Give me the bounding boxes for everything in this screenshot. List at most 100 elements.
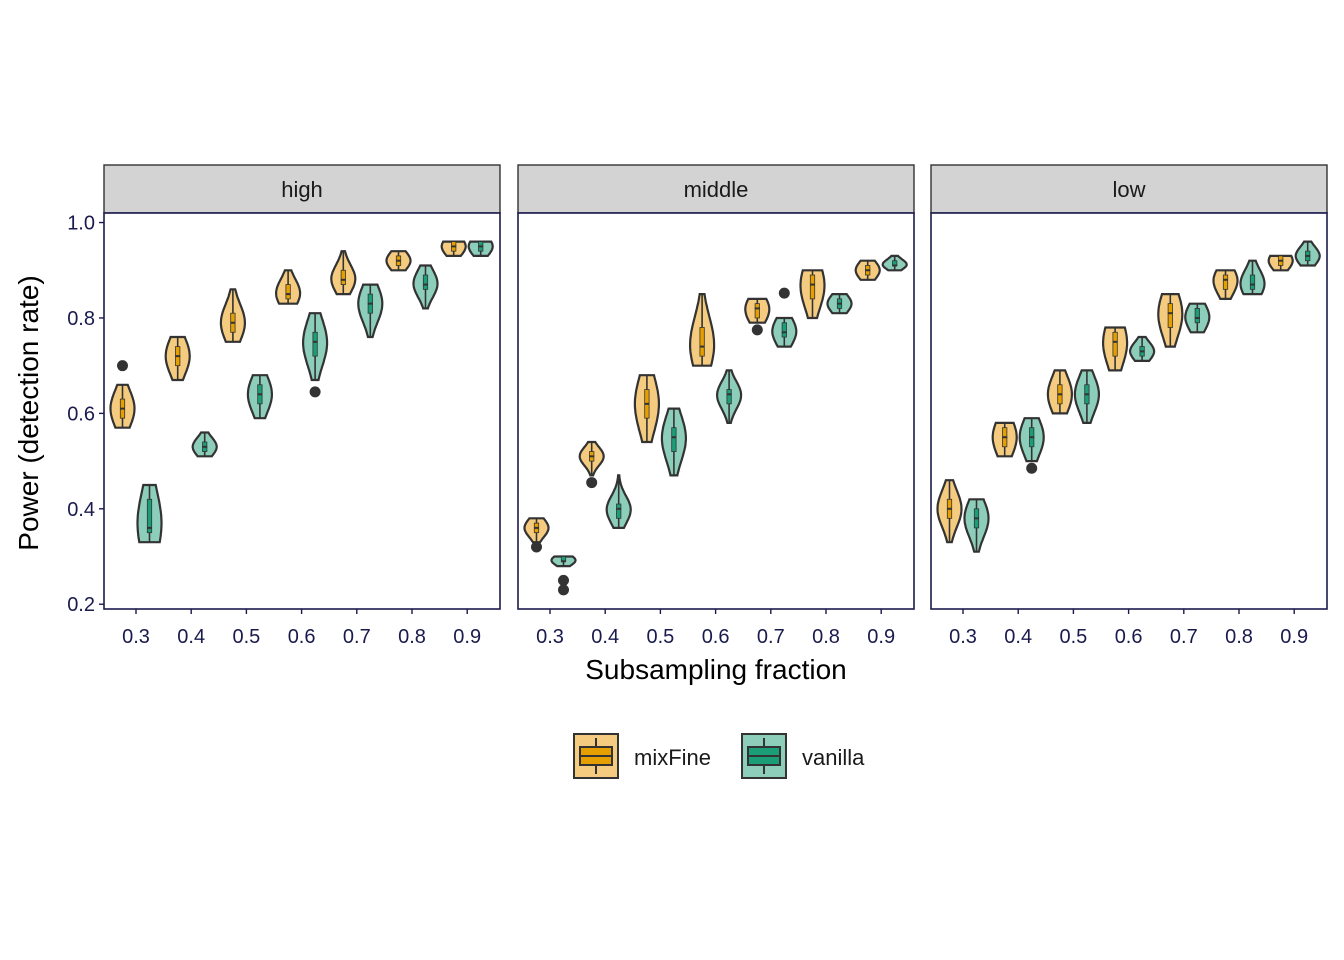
facet-panels: high 0.2 0.4 0.6 0.8 1.0 0.3 0.4 0.5 0.6 0.7 0.8 0.9… xyxy=(67,164,1328,648)
y-tick-label: 1.0 xyxy=(67,213,95,235)
y-axis-title: Power (detection rate) xyxy=(13,275,44,550)
violin-mixFine xyxy=(523,517,550,553)
y-tick-label: 0.4 xyxy=(67,499,95,521)
violin-vanilla xyxy=(826,293,853,315)
box xyxy=(146,498,153,534)
outlier-point xyxy=(558,574,569,586)
outlier-point xyxy=(558,584,569,596)
box xyxy=(699,327,705,357)
x-tick-label: 0.8 xyxy=(812,626,840,648)
facet-panel-low: low 0.3 0.4 0.5 0.6 0.7 0.8 0.9 xyxy=(930,164,1328,648)
violin-mixFine xyxy=(1267,254,1294,272)
x-tick-label: 0.5 xyxy=(1059,626,1087,648)
box xyxy=(285,284,291,300)
outlier-point xyxy=(117,360,128,372)
violin-mixFine xyxy=(1046,369,1073,415)
outlier-point xyxy=(778,287,790,299)
violin-vanilla xyxy=(412,264,439,310)
violin-vanilla xyxy=(467,240,494,257)
y-tick-label: 0.8 xyxy=(67,308,95,330)
violin-mixFine xyxy=(854,259,881,281)
y-tick-label: 0.6 xyxy=(67,403,95,425)
x-tick-label: 0.8 xyxy=(398,626,426,648)
violin-vanilla xyxy=(191,431,218,458)
box xyxy=(726,389,732,405)
x-tick-label: 0.4 xyxy=(177,626,205,648)
box xyxy=(1222,274,1229,290)
facet-strip-label: high xyxy=(281,177,323,202)
violin-vanilla xyxy=(1073,369,1100,424)
violin-vanilla xyxy=(246,374,273,420)
outlier-point xyxy=(1026,462,1038,474)
box xyxy=(1249,274,1256,290)
outlier-point xyxy=(531,541,542,553)
box xyxy=(671,427,677,452)
box xyxy=(754,303,760,319)
violin-mixFine xyxy=(164,335,191,382)
outlier-point xyxy=(309,386,321,398)
x-tick-label: 0.6 xyxy=(288,626,316,648)
violin-mixFine xyxy=(385,250,412,272)
x-tick-label: 0.3 xyxy=(536,626,564,648)
violin-vanilla xyxy=(715,369,743,424)
x-tick-label: 0.3 xyxy=(949,626,977,648)
box xyxy=(809,274,816,300)
violin-vanilla xyxy=(881,254,908,272)
x-tick-label: 0.8 xyxy=(1225,626,1253,648)
outlier-point xyxy=(586,477,598,489)
outlier-point xyxy=(751,324,763,336)
y-tick-label: 0.2 xyxy=(67,594,95,616)
violin-mixFine xyxy=(1157,293,1184,348)
violin-mixFine xyxy=(219,288,246,343)
plot-frame xyxy=(930,212,1328,610)
violin-mixFine xyxy=(1102,326,1129,372)
box xyxy=(616,503,622,519)
x-tick-label: 0.6 xyxy=(702,626,730,648)
violin-vanilla xyxy=(136,483,163,544)
facet-panel-middle: middle 0.3 0.4 0.5 0.6 0.7 0.8 0.9 xyxy=(517,164,915,648)
x-tick-label: 0.7 xyxy=(343,626,371,648)
facet-strip xyxy=(103,164,501,214)
violin-mixFine xyxy=(440,240,467,257)
x-tick-label: 0.5 xyxy=(646,626,674,648)
violin-mixFine xyxy=(689,293,716,367)
violin-mixFine xyxy=(744,297,771,336)
x-tick-label: 0.7 xyxy=(757,626,785,648)
box xyxy=(340,269,346,285)
facet-strip xyxy=(930,164,1328,214)
violin-vanilla xyxy=(1239,259,1266,296)
violin-mixFine xyxy=(330,250,357,296)
violin-vanilla xyxy=(1294,240,1321,267)
violin-vanilla xyxy=(1129,335,1156,362)
x-tick-label: 0.3 xyxy=(122,626,150,648)
facet-panel-high: high 0.2 0.4 0.6 0.8 1.0 0.3 0.4 0.5 0.6 0.7 0.8 0.9 xyxy=(67,164,501,648)
violin-vanilla xyxy=(550,555,577,596)
violin-mixFine xyxy=(991,421,1018,458)
box xyxy=(1112,331,1118,357)
box xyxy=(422,274,429,290)
legend-label: mixFine xyxy=(634,745,711,770)
x-tick-label: 0.4 xyxy=(1004,626,1032,648)
violin-vanilla xyxy=(1018,417,1045,474)
x-tick-label: 0.6 xyxy=(1115,626,1143,648)
violin-mixFine xyxy=(578,440,605,489)
x-tick-label: 0.5 xyxy=(232,626,260,648)
violin-mixFine xyxy=(1212,269,1239,300)
violin-mixFine xyxy=(633,374,660,444)
violin-mixFine xyxy=(275,269,302,305)
legend-item-vanilla: vanilla xyxy=(741,733,865,779)
violin-vanilla xyxy=(660,407,687,477)
legend: mixFine vanilla xyxy=(573,733,865,779)
violin-mixFine xyxy=(109,360,136,429)
box xyxy=(312,331,318,357)
x-tick-label: 0.9 xyxy=(1280,626,1308,648)
facet-strip-label: middle xyxy=(684,177,749,202)
x-tick-label: 0.7 xyxy=(1170,626,1198,648)
x-tick-label: 0.4 xyxy=(591,626,619,648)
violin-vanilla xyxy=(302,312,329,398)
legend-label: vanilla xyxy=(802,745,865,770)
x-axis-title: Subsampling fraction xyxy=(585,654,846,685)
plot-frame xyxy=(517,212,915,610)
violin-mixFine xyxy=(936,479,963,544)
box xyxy=(1194,308,1200,324)
